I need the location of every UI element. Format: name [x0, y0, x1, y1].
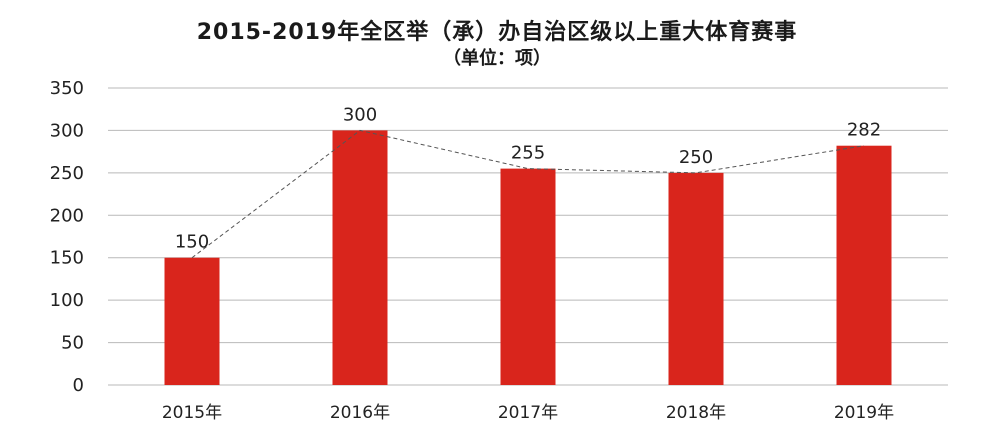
- x-category-label: 2015年: [162, 403, 222, 423]
- x-axis-labels: 2015年 2016年 2017年 2018年 2019年: [162, 403, 894, 423]
- x-category-label: 2018年: [666, 403, 726, 423]
- y-axis-ticks: 0 50 100 150 200 250 300 350: [50, 78, 84, 396]
- y-tick-label: 0: [73, 375, 84, 396]
- data-label: 282: [847, 120, 881, 141]
- y-tick-label: 250: [50, 163, 84, 184]
- data-label: 150: [175, 232, 209, 253]
- bar: [836, 145, 892, 385]
- y-tick-label: 200: [50, 205, 84, 226]
- trend-line: [191, 129, 865, 259]
- data-labels: 150 300 255 250 282: [175, 104, 881, 252]
- y-tick-label: 150: [50, 248, 84, 269]
- bar: [668, 172, 724, 385]
- y-tick-label: 300: [50, 120, 84, 141]
- y-tick-label: 50: [61, 333, 84, 354]
- chart-title: 2015-2019年全区举（承）办自治区级以上重大体育赛事: [196, 20, 798, 45]
- bars: [164, 130, 892, 385]
- data-label: 300: [343, 104, 377, 125]
- bar: [164, 257, 220, 385]
- bar: [500, 168, 556, 385]
- y-tick-label: 350: [50, 78, 84, 99]
- x-category-label: 2016年: [330, 403, 390, 423]
- chart-subtitle: （单位：项）: [443, 48, 551, 69]
- bar: [332, 130, 388, 385]
- data-label: 255: [511, 143, 545, 164]
- x-category-label: 2017年: [498, 403, 558, 423]
- trend-polyline: [191, 129, 865, 259]
- x-category-label: 2019年: [834, 403, 894, 423]
- data-label: 250: [679, 147, 713, 168]
- y-tick-label: 100: [50, 290, 84, 311]
